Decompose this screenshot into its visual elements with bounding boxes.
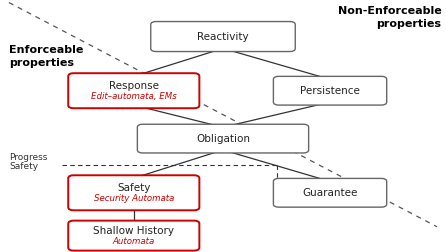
Text: Response: Response xyxy=(109,81,159,91)
Text: Guarantee: Guarantee xyxy=(302,188,358,198)
Text: Edit–automata, EMs: Edit–automata, EMs xyxy=(91,92,177,101)
Text: Reactivity: Reactivity xyxy=(197,32,249,42)
FancyBboxPatch shape xyxy=(273,76,387,105)
Text: Non-Enforceable
properties: Non-Enforceable properties xyxy=(338,6,442,29)
FancyBboxPatch shape xyxy=(68,221,199,250)
Text: Security Automata: Security Automata xyxy=(94,194,174,203)
Text: Obligation: Obligation xyxy=(196,134,250,144)
Text: Shallow History: Shallow History xyxy=(93,226,174,236)
FancyBboxPatch shape xyxy=(68,175,199,210)
Text: Safety: Safety xyxy=(117,183,150,193)
FancyBboxPatch shape xyxy=(273,178,387,207)
Text: Safety: Safety xyxy=(9,162,38,171)
Text: Progress: Progress xyxy=(9,153,47,162)
FancyBboxPatch shape xyxy=(151,22,295,52)
FancyBboxPatch shape xyxy=(68,73,199,108)
Text: Automata: Automata xyxy=(113,237,155,246)
Text: Enforceable
properties: Enforceable properties xyxy=(9,45,83,68)
Text: Persistence: Persistence xyxy=(300,86,360,96)
FancyBboxPatch shape xyxy=(137,124,309,153)
